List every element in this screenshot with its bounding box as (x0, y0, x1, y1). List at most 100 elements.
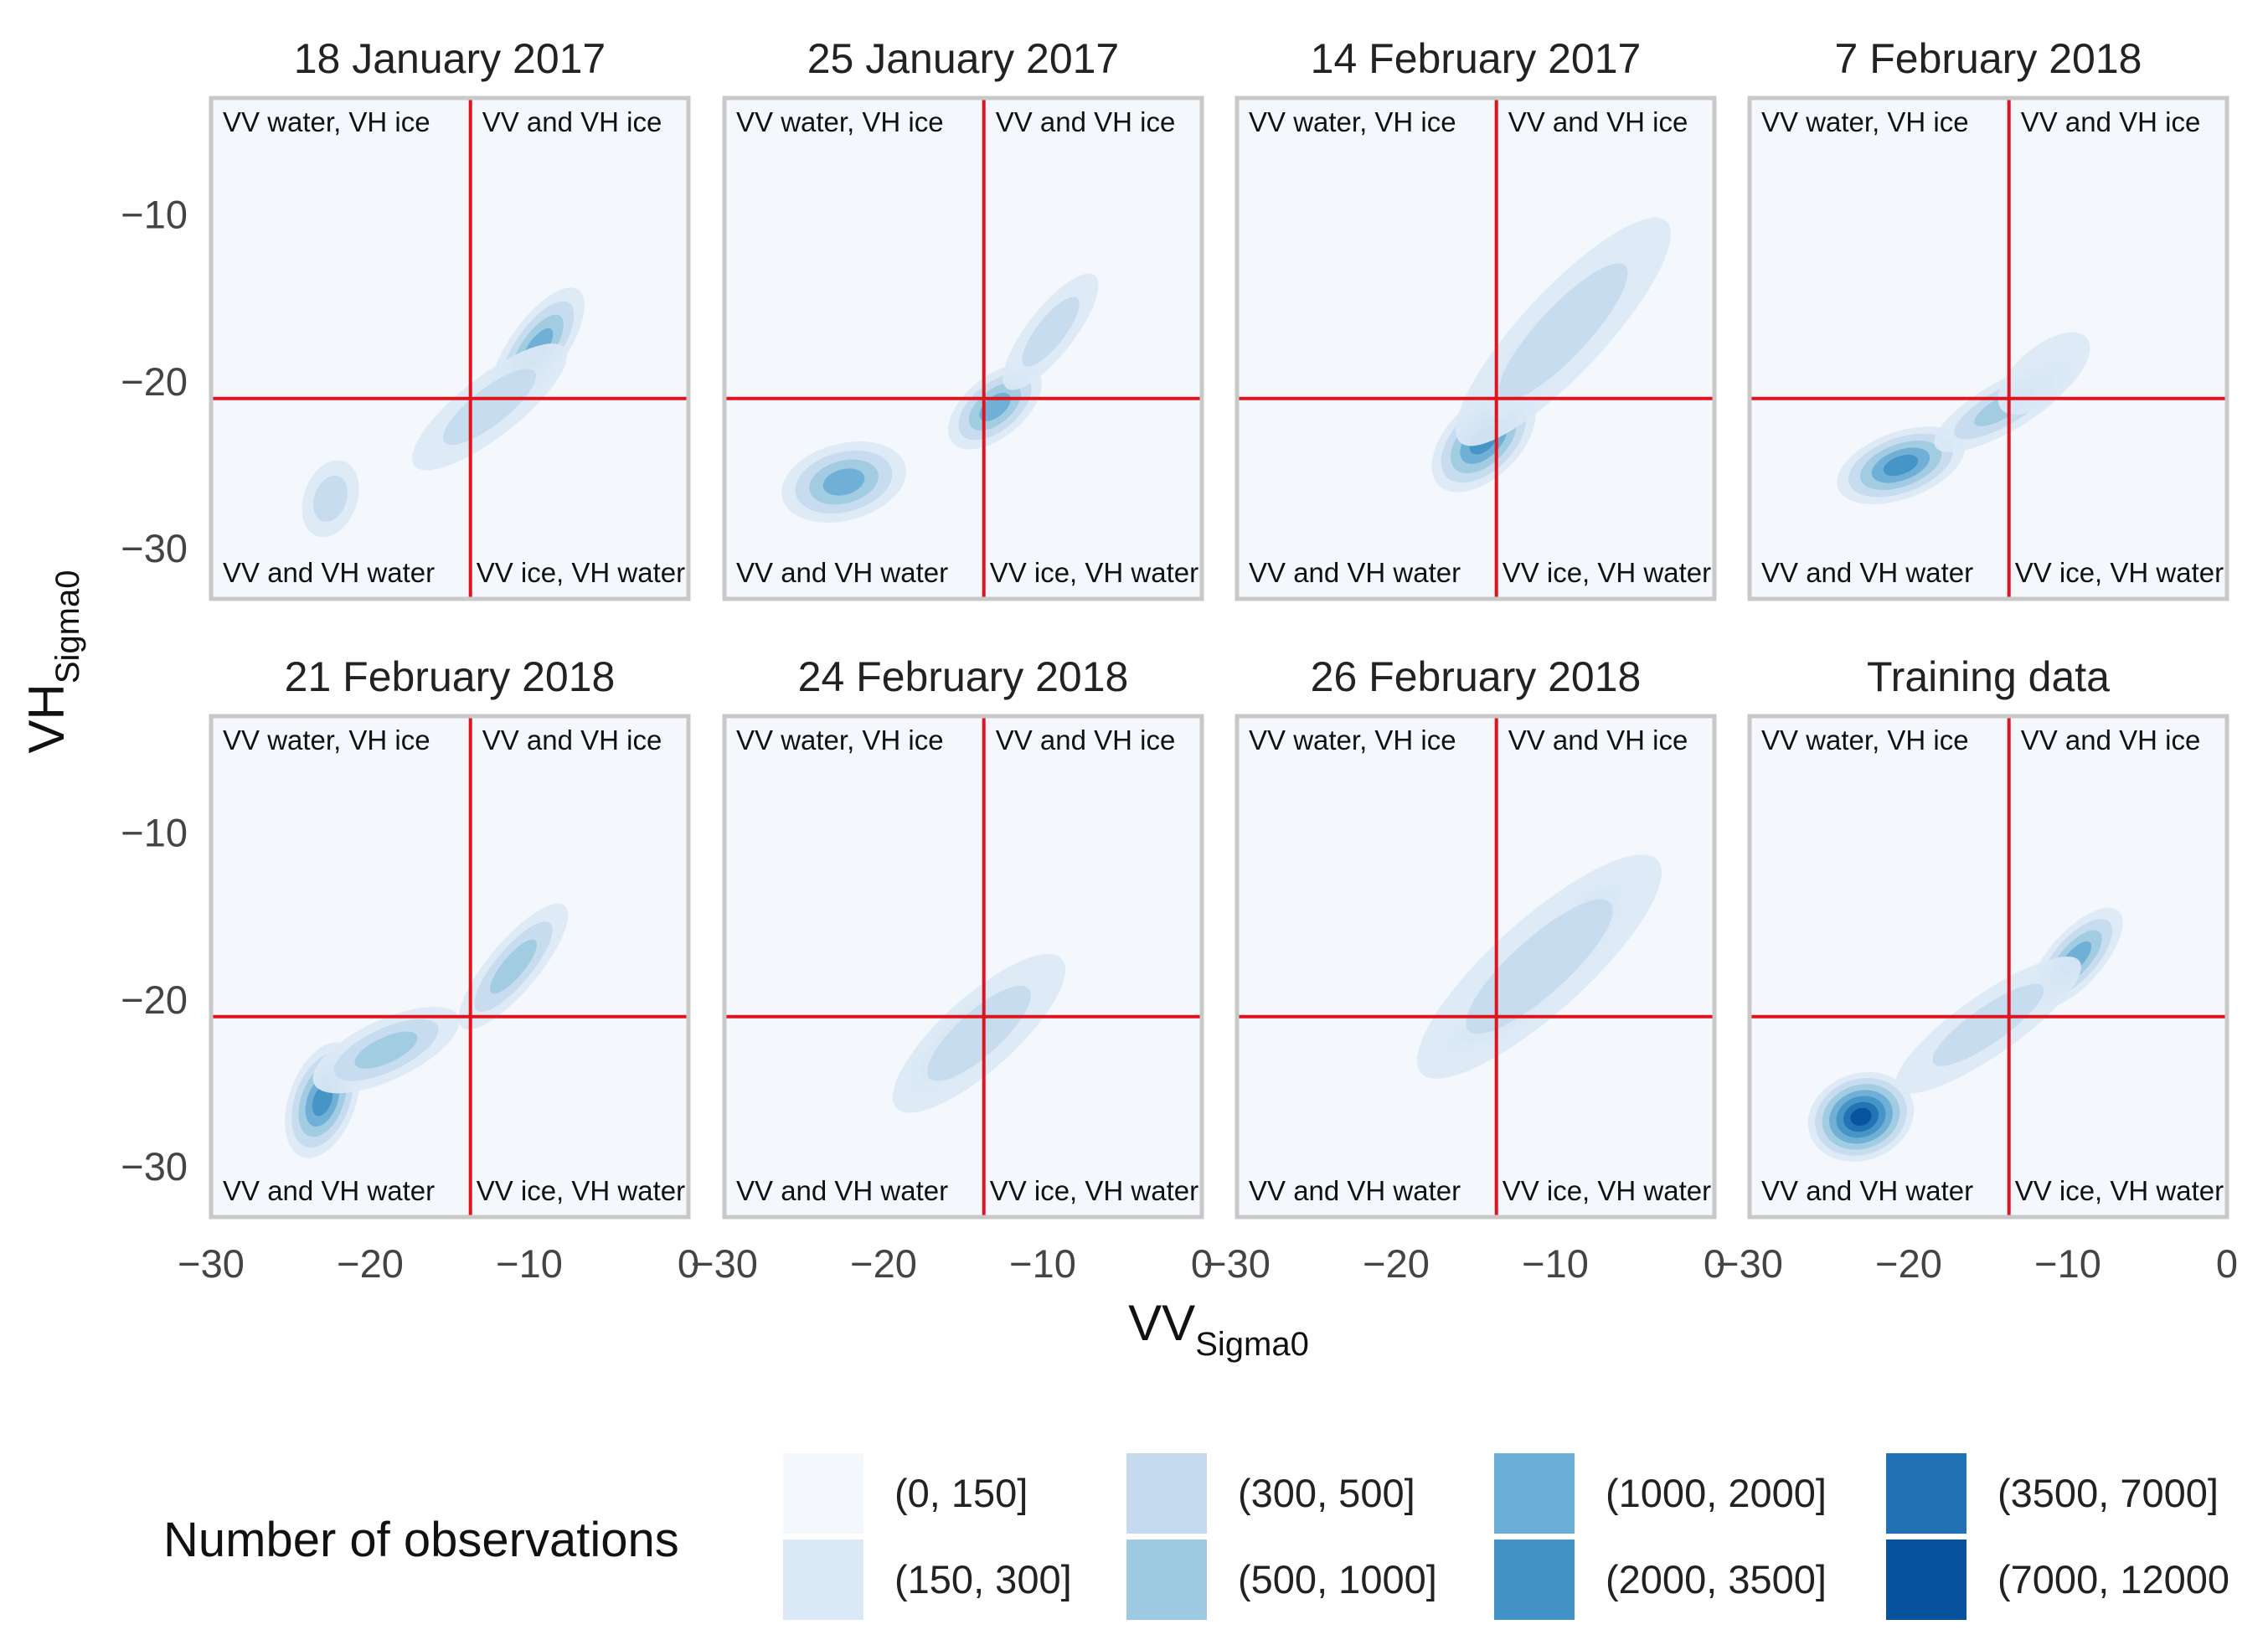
panel-background (1237, 98, 1714, 599)
quadrant-label-top-right: VV and VH ice (1508, 725, 1688, 756)
quadrant-label-top-left: VV water, VH ice (223, 106, 430, 137)
x-tick-label: −10 (1522, 1241, 1589, 1286)
panel-border (722, 714, 1204, 1220)
x-tick-label: −30 (1204, 1241, 1271, 1286)
y-tick-label: −30 (121, 526, 188, 570)
panel-border (722, 95, 1204, 601)
quadrant-label-top-left: VV water, VH ice (1761, 725, 1969, 756)
y-tick-label: −10 (121, 193, 188, 237)
quadrant-label-top-right: VV and VH ice (996, 106, 1176, 137)
quadrant-label-top-right: VV and VH ice (2021, 106, 2201, 137)
x-axis-title-main: VV (1128, 1295, 1195, 1351)
y-axis-title: VHSigma0 (18, 570, 86, 754)
x-tick-label: −20 (1875, 1241, 1942, 1286)
quadrant-label-bottom-left: VV and VH water (736, 557, 948, 588)
quadrant-label-top-right: VV and VH ice (1508, 106, 1688, 137)
x-tick-label: −10 (496, 1241, 563, 1286)
density-contour-level-7 (1850, 1107, 1872, 1127)
panel-6: 24 February 2018 VV water, VH ice VV and V… (691, 653, 1213, 1286)
legend-swatch (1494, 1540, 1575, 1620)
quadrant-label-top-right: VV and VH ice (482, 106, 662, 137)
quadrant-label-bottom-right: VV ice, VH water (990, 1175, 1198, 1206)
legend-swatch (1494, 1453, 1575, 1534)
density-contours (1431, 217, 1671, 493)
density-contour-level-2 (313, 475, 348, 522)
quadrant-label-bottom-left: VV and VH water (736, 1175, 948, 1206)
quadrant-label-bottom-right: VV ice, VH water (477, 557, 685, 588)
x-tick-label: −30 (691, 1241, 758, 1286)
y-axis-title-main: VH (18, 683, 75, 753)
legend-label: (500, 1000] (1238, 1557, 1437, 1601)
quadrant-label-bottom-right: VV ice, VH water (477, 1175, 685, 1206)
x-tick-label: −30 (178, 1241, 245, 1286)
panel-3: 14 February 2017 VV water, VH ice VV and V… (1235, 35, 1717, 601)
panel-title: 24 February 2018 (798, 653, 1129, 700)
x-tick-label: −20 (850, 1241, 917, 1286)
quadrant-label-bottom-left: VV and VH water (1761, 557, 1973, 588)
density-contour-level-2 (927, 985, 1031, 1081)
density-contour-level-4 (822, 468, 865, 496)
legend: Number of observations (0, 150] (150, 300]… (163, 1453, 2229, 1620)
panel-title: Training data (1867, 653, 2110, 700)
density-contours (1807, 907, 2123, 1162)
panel-border (1747, 95, 2229, 601)
density-contours (302, 287, 585, 538)
x-tick-label: −30 (1716, 1241, 1783, 1286)
panel-background (211, 716, 688, 1217)
panel-4: 7 February 2018 VV water, VH ice VV and VH… (1747, 35, 2229, 601)
panel-8: Training data VV water, VH ice VV and VH i… (1716, 653, 2238, 1286)
quadrant-label-top-left: VV water, VH ice (736, 725, 944, 756)
panel-1: 18 January 2017 VV water, VH ice VV and VH… (121, 35, 691, 601)
density-contour-level-2 (1022, 297, 1080, 367)
quadrant-label-bottom-right: VV ice, VH water (1503, 557, 1711, 588)
quadrant-label-top-right: VV and VH ice (2021, 725, 2201, 756)
legend-label: (300, 500] (1238, 1471, 1415, 1515)
panel-background (724, 98, 1202, 599)
density-contour-level-3 (490, 939, 537, 994)
quadrant-label-bottom-right: VV ice, VH water (2015, 557, 2224, 588)
y-tick-label: −10 (121, 811, 188, 855)
legend-swatch (783, 1540, 863, 1620)
x-axis-title-subscript: Sigma0 (1195, 1326, 1309, 1363)
legend-label: (1000, 2000] (1606, 1471, 1827, 1515)
panel-title: 7 February 2018 (1835, 35, 2142, 82)
legend-title: Number of observations (163, 1513, 679, 1567)
panel-title: 25 January 2017 (807, 35, 1120, 82)
panel-title: 18 January 2017 (294, 35, 606, 82)
quadrant-label-bottom-right: VV ice, VH water (2015, 1175, 2224, 1206)
legend-swatch (1886, 1540, 1966, 1620)
density-contour-level-2 (442, 369, 537, 446)
quadrant-label-bottom-left: VV and VH water (223, 1175, 435, 1206)
panel-title: 14 February 2017 (1311, 35, 1642, 82)
quadrant-label-bottom-left: VV and VH water (1761, 1175, 1973, 1206)
legend-swatch (783, 1453, 863, 1534)
legend-label: (150, 300] (894, 1557, 1072, 1601)
panel-border (1235, 95, 1717, 601)
panel-title: 26 February 2018 (1311, 653, 1642, 700)
quadrant-label-bottom-left: VV and VH water (1249, 557, 1461, 588)
y-tick-label: −20 (121, 977, 188, 1022)
quadrant-label-bottom-left: VV and VH water (223, 557, 435, 588)
density-contour-level-2 (1932, 983, 2044, 1066)
density-contours (285, 903, 569, 1158)
density-contour-level-2 (1498, 263, 1628, 400)
legend-label: (7000, 12000 (1997, 1557, 2229, 1601)
panel-border (209, 95, 691, 601)
x-tick-label: −20 (337, 1241, 404, 1286)
panel-2: 25 January 2017 VV water, VH ice VV and VH… (722, 35, 1204, 601)
x-tick-label: −10 (1009, 1241, 1076, 1286)
density-contour-level-5 (1883, 454, 1919, 477)
density-contour-level-1 (1997, 332, 2090, 415)
quadrant-label-bottom-right: VV ice, VH water (1503, 1175, 1711, 1206)
x-axis-title: VVSigma0 (1128, 1295, 1309, 1363)
y-axis-title-subscript: Sigma0 (49, 570, 86, 684)
legend-swatch (1126, 1453, 1207, 1534)
quadrant-label-top-left: VV water, VH ice (736, 106, 944, 137)
x-tick-label: −10 (2034, 1241, 2101, 1286)
x-tick-label: 0 (1704, 1241, 1725, 1286)
density-contours (1416, 854, 1662, 1079)
quadrant-label-top-left: VV water, VH ice (1249, 106, 1456, 137)
panel-background (211, 98, 688, 599)
legend-label: (2000, 3500] (1606, 1557, 1827, 1601)
